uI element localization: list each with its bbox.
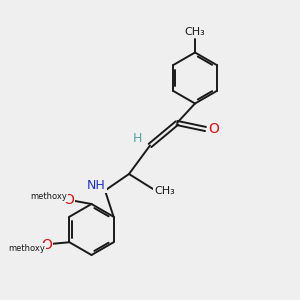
Text: NH: NH xyxy=(87,178,106,192)
Text: CH₃: CH₃ xyxy=(154,185,175,196)
Text: O: O xyxy=(63,193,74,206)
Text: O: O xyxy=(208,122,219,136)
Text: methoxy: methoxy xyxy=(31,192,67,201)
Text: O: O xyxy=(41,238,52,252)
Text: methoxy: methoxy xyxy=(8,244,45,253)
Text: CH₃: CH₃ xyxy=(184,27,206,38)
Text: H: H xyxy=(133,132,142,146)
